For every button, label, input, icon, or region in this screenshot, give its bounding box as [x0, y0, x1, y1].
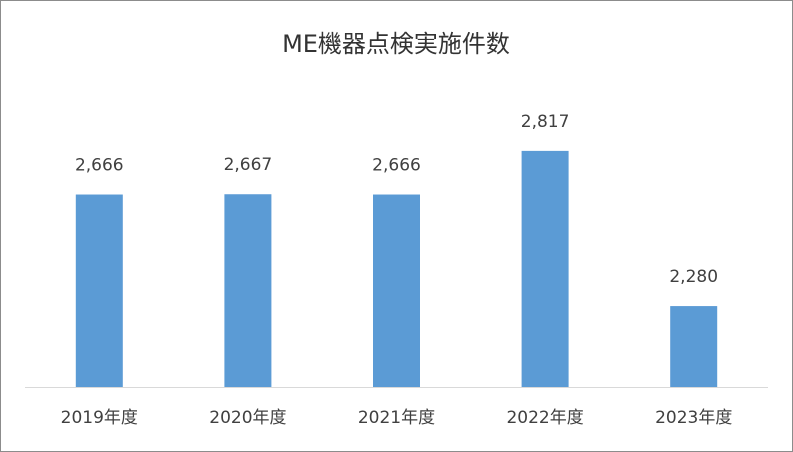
x-tick-label: 2023年度 — [655, 408, 732, 428]
x-tick-label: 2021年度 — [358, 408, 435, 428]
bar — [670, 306, 718, 387]
value-label: 2,666 — [75, 156, 124, 176]
value-label: 2,817 — [521, 112, 570, 132]
bar — [224, 194, 272, 387]
x-tick-label: 2019年度 — [61, 408, 138, 428]
x-tick-label: 2020年度 — [209, 408, 286, 428]
value-label: 2,666 — [372, 156, 421, 176]
value-label: 2,667 — [224, 155, 273, 175]
x-tick-label: 2022年度 — [506, 408, 583, 428]
bar — [75, 194, 123, 387]
chart-title: ME機器点検実施件数 — [282, 30, 510, 58]
bar — [373, 194, 420, 387]
bar — [521, 150, 569, 387]
value-label: 2,280 — [669, 267, 718, 287]
